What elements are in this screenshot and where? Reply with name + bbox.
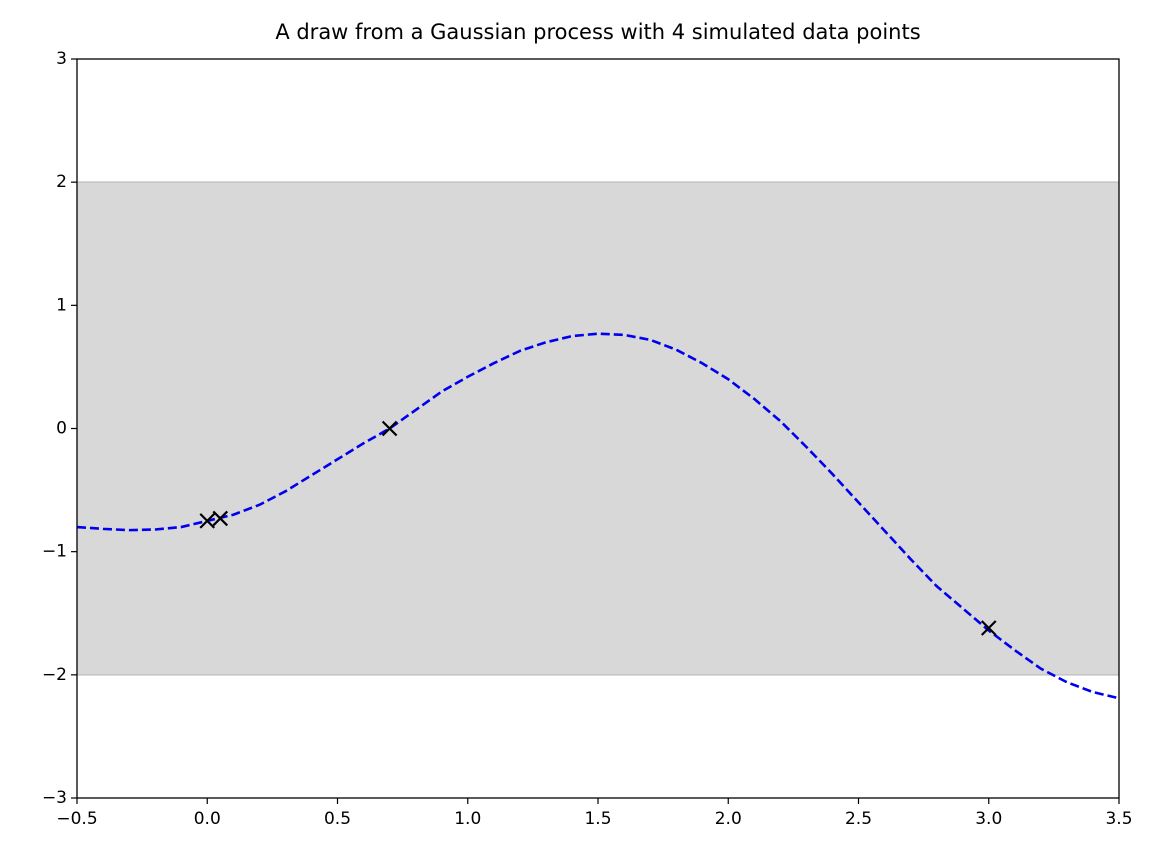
band: [77, 182, 1119, 675]
y-tick-label: −2: [42, 665, 67, 685]
y-tick-label: −3: [42, 788, 67, 808]
x-tick-label: −0.5: [56, 809, 97, 829]
plot-frame: [76, 58, 1120, 799]
y-tick-label: 1: [56, 295, 67, 315]
x-tick-label: 2.0: [715, 809, 742, 829]
curve: [77, 332, 1119, 700]
marker: [381, 420, 398, 437]
x-tick-label: 3.0: [975, 809, 1002, 829]
x-tick-label: 2.5: [845, 809, 872, 829]
x-tick-label: 1.0: [454, 809, 481, 829]
x-tick-label: 1.5: [584, 809, 611, 829]
marker: [199, 513, 216, 529]
y-tick-label: 3: [56, 49, 67, 69]
x-tick-label: 3.5: [1105, 809, 1132, 829]
marker: [980, 620, 997, 636]
x-tick-label: 0.5: [324, 809, 351, 829]
marker: [212, 510, 229, 527]
y-tick-label: 0: [56, 419, 67, 439]
chart-title: A draw from a Gaussian process with 4 si…: [275, 20, 920, 44]
x-tick-label: 0.0: [194, 809, 221, 829]
y-tick-label: −1: [42, 542, 67, 562]
y-tick-label: 2: [56, 172, 67, 192]
